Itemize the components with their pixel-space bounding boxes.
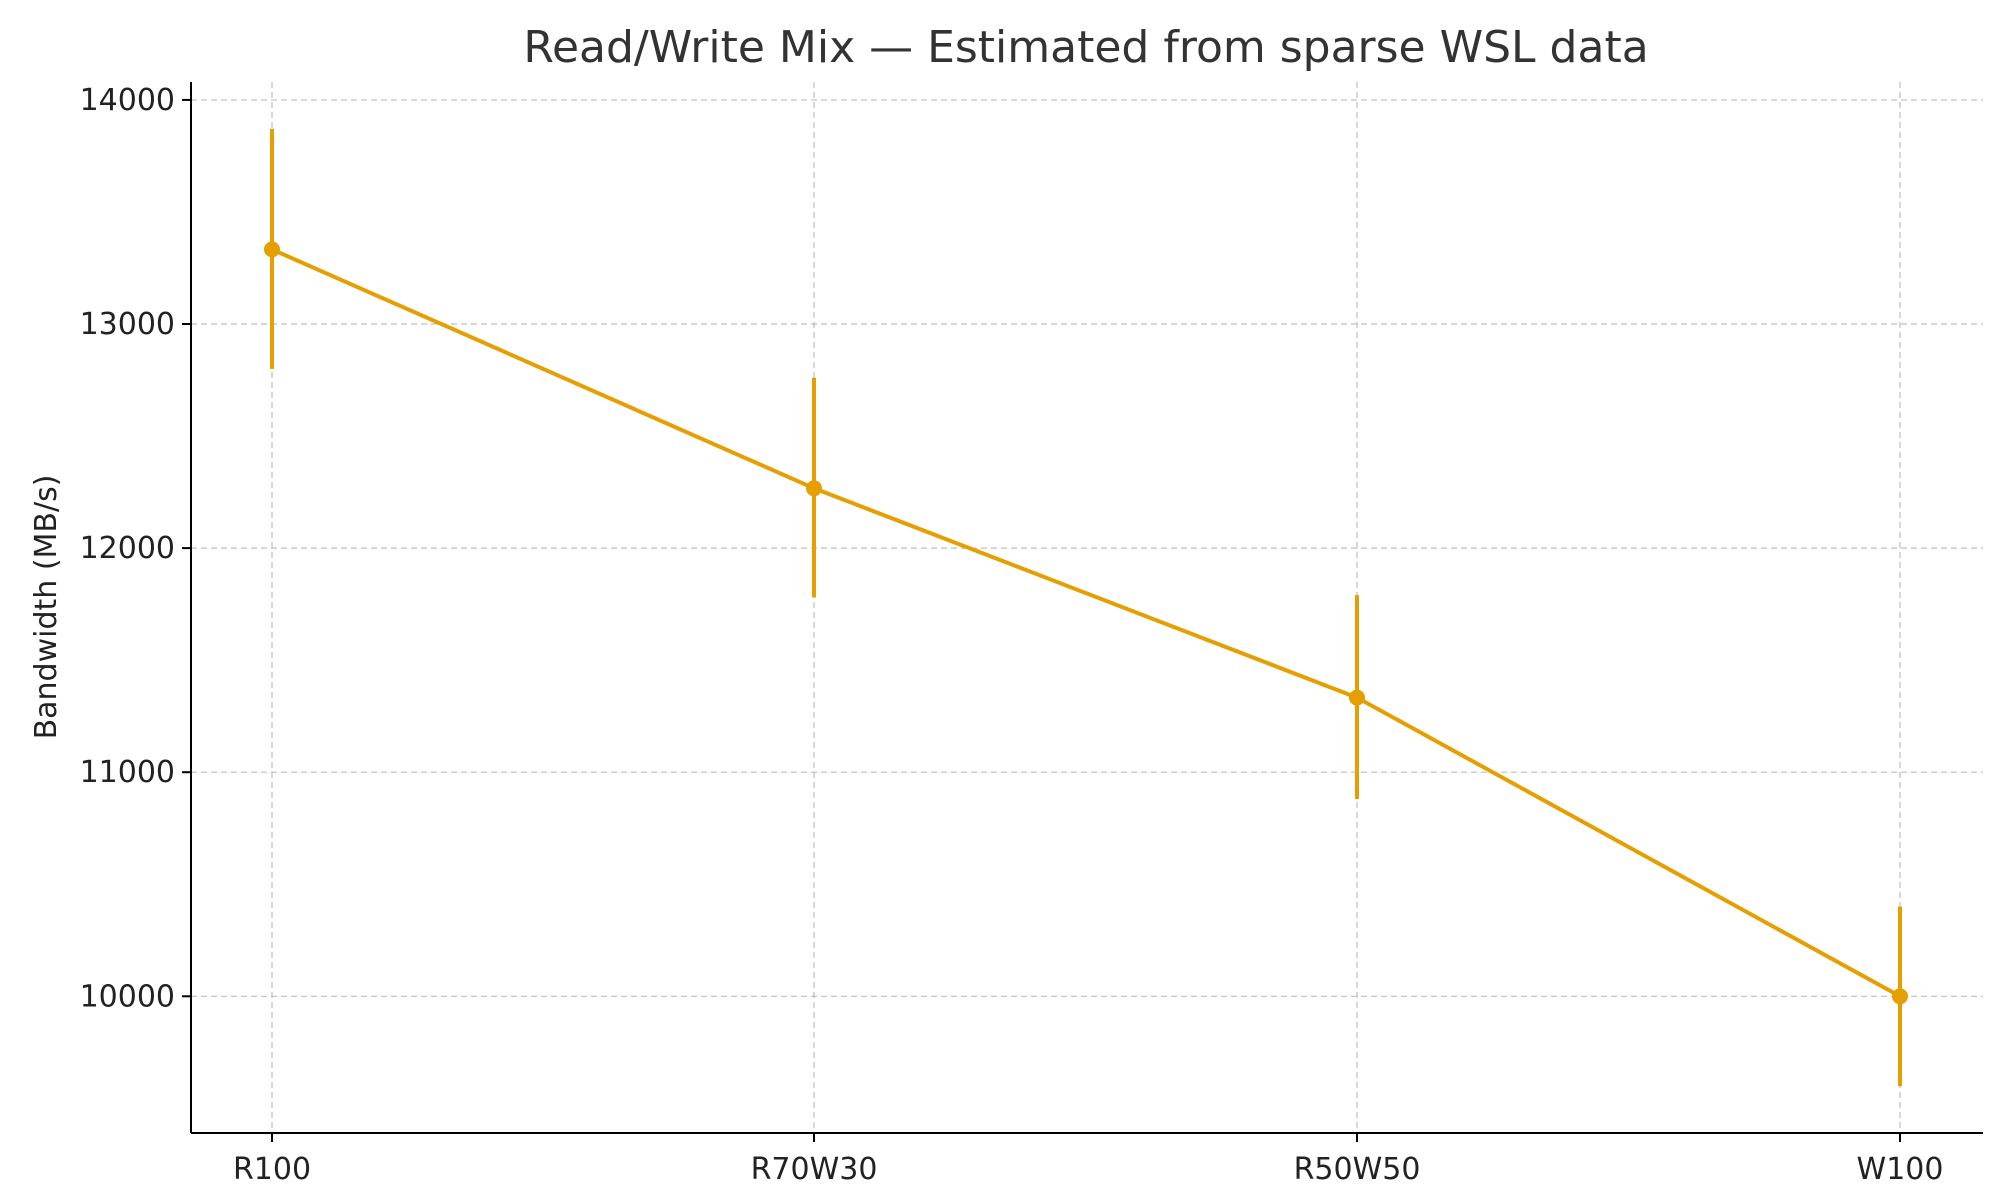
data-point [806, 480, 822, 497]
y-tick-label: 13000 [80, 307, 175, 342]
y-axis-label: Bandwidth (MB/s) [29, 475, 64, 740]
series-layer [264, 129, 1908, 1086]
y-tick-label: 14000 [80, 83, 175, 118]
x-tick-label: W100 [1857, 1152, 1944, 1187]
grid-layer [191, 82, 1983, 1133]
data-point [1892, 988, 1908, 1005]
axes-layer [190, 82, 1983, 1134]
x-tick-label: R100 [233, 1152, 311, 1187]
x-tick-label: R70W30 [751, 1152, 878, 1187]
chart-title: Read/Write Mix — Estimated from sparse W… [523, 22, 1648, 73]
x-tick-label: R50W50 [1294, 1152, 1421, 1187]
y-tick-label: 10000 [80, 979, 175, 1014]
data-point [1349, 689, 1365, 706]
y-tick-label: 11000 [80, 755, 175, 790]
ticks-layer: 10000 11000 12000 13000 14000 R100 R70W30 R50W5… [80, 83, 1944, 1187]
data-point [264, 241, 280, 258]
y-tick-label: 12000 [80, 531, 175, 566]
series-line [270, 247, 1902, 999]
